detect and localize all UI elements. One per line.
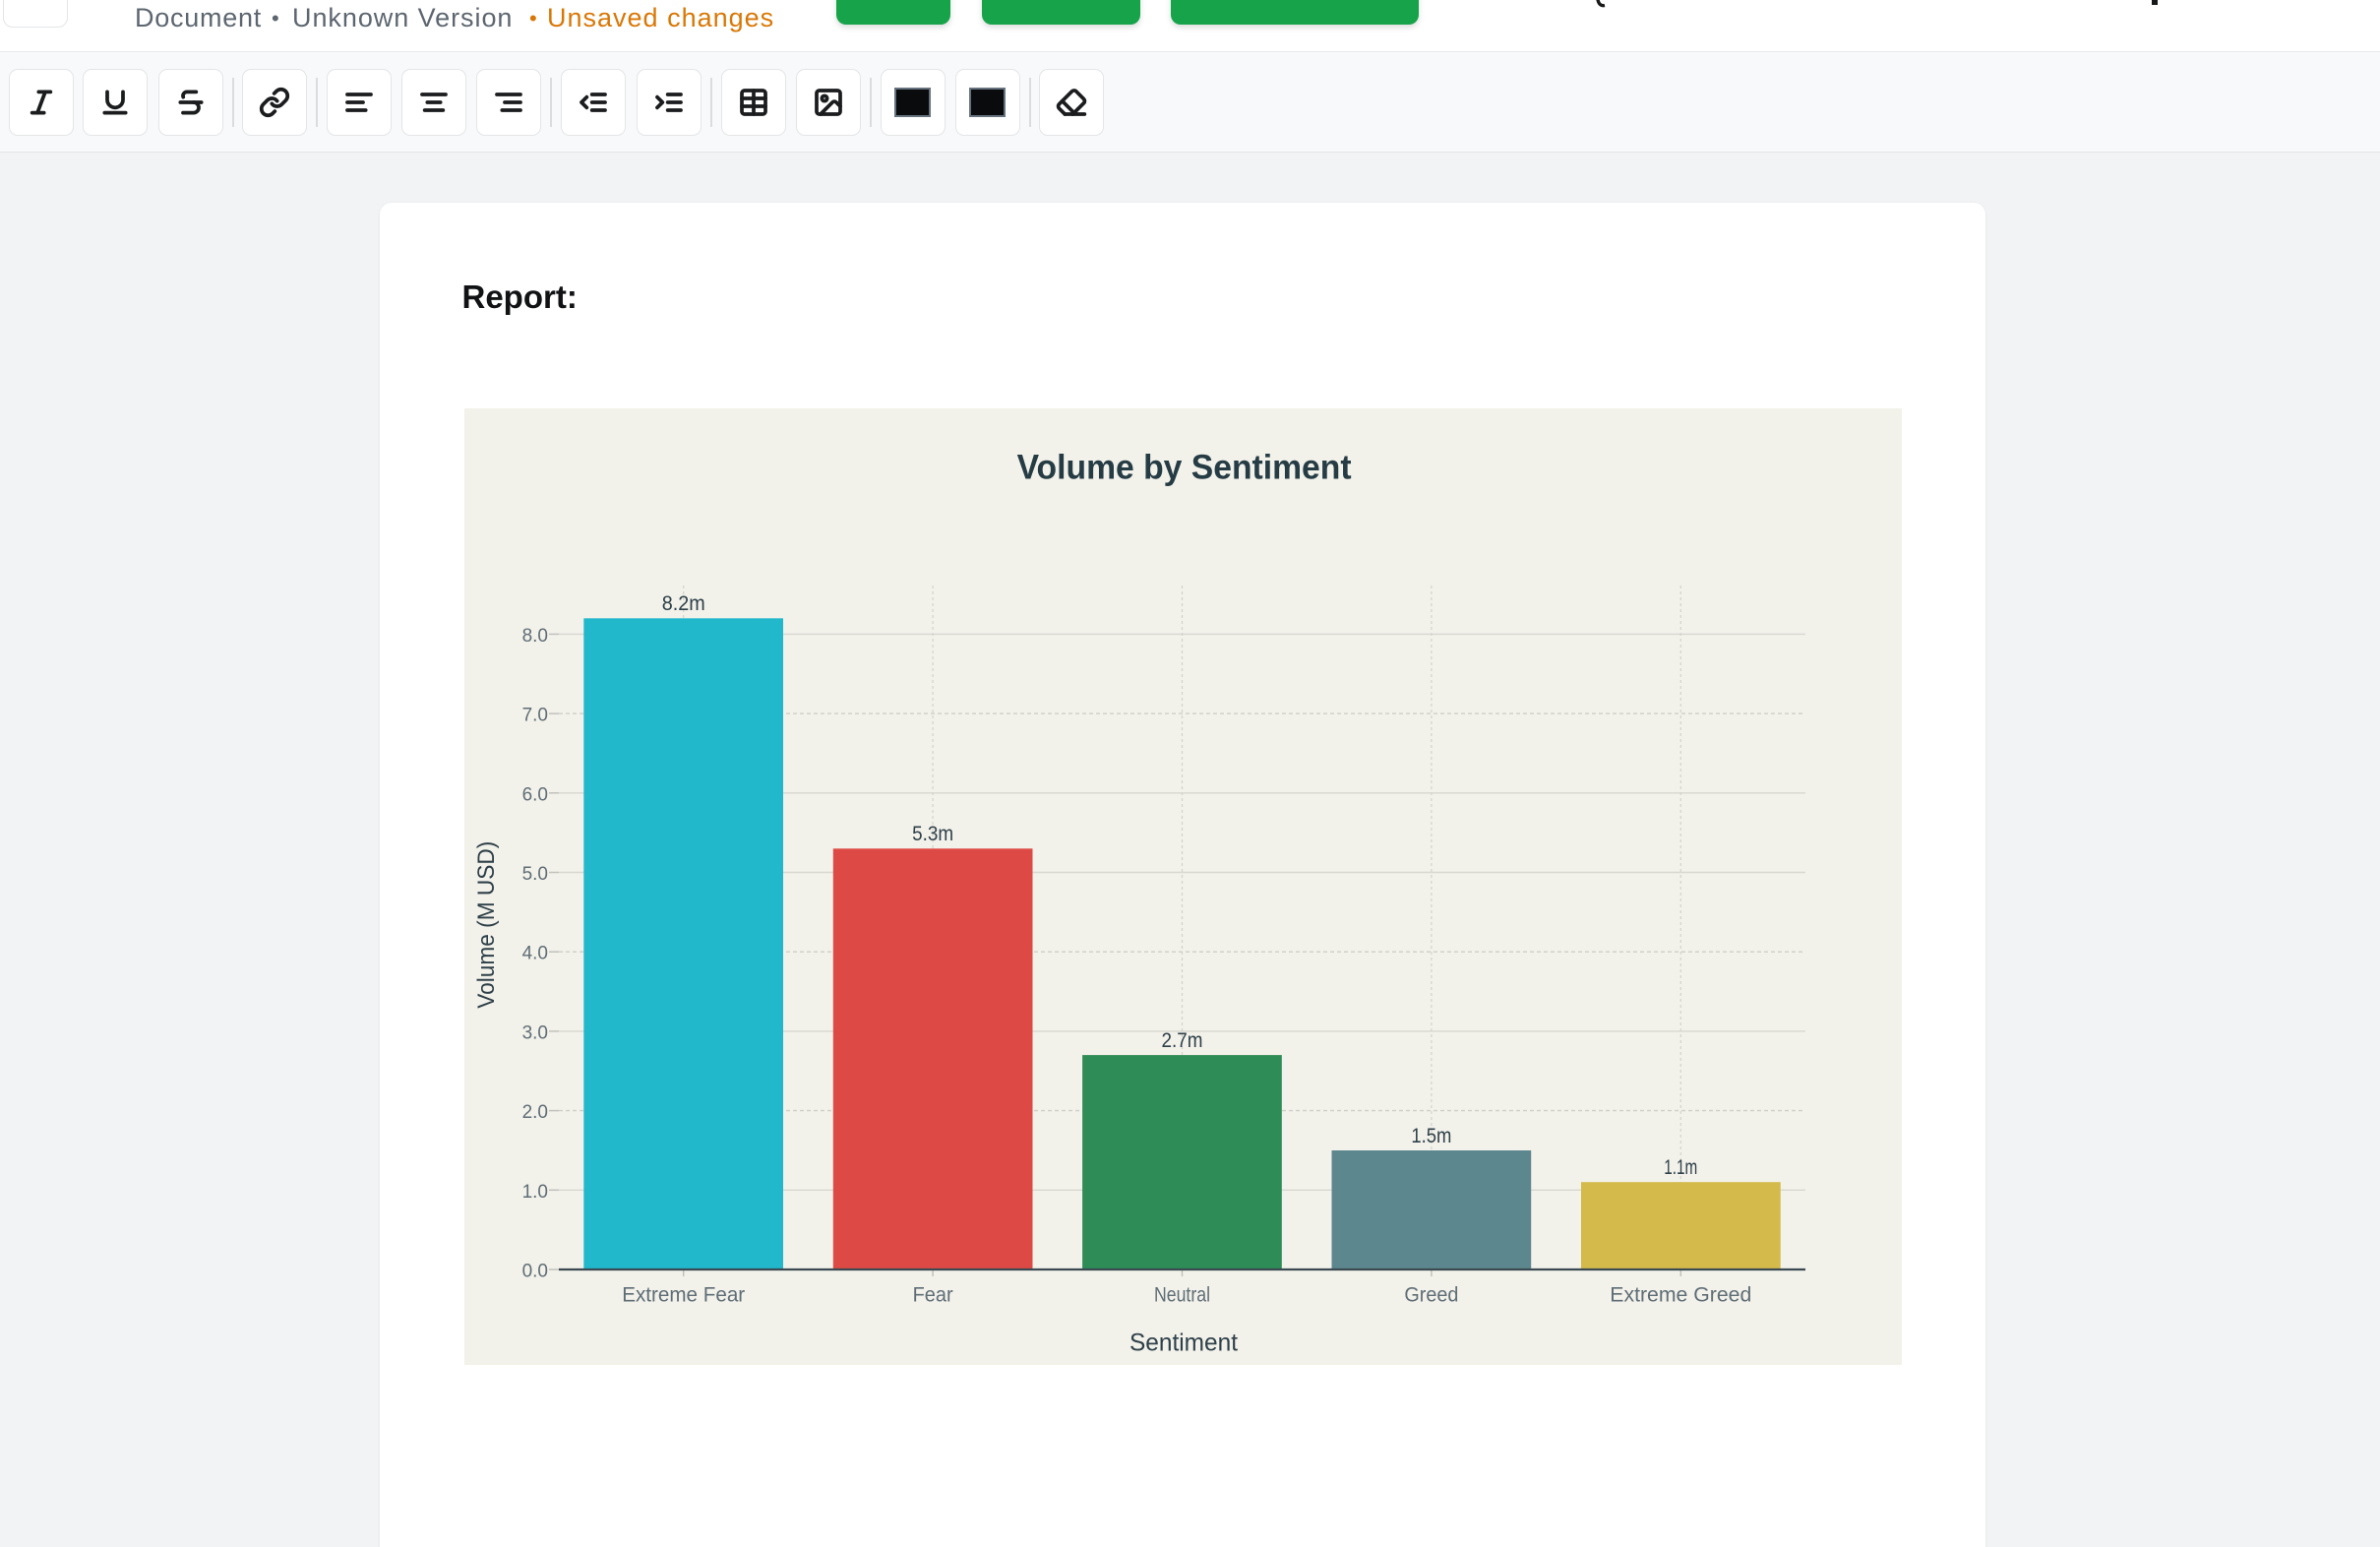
svg-text:Volume by Sentiment: Volume by Sentiment (1017, 449, 1352, 487)
svg-text:0.0: 0.0 (522, 1262, 548, 1282)
svg-text:4.0: 4.0 (522, 944, 548, 964)
svg-text:5.3m: 5.3m (912, 822, 953, 845)
svg-text:3.0: 3.0 (522, 1022, 548, 1043)
svg-text:Greed: Greed (1404, 1284, 1458, 1307)
svg-text:Volume (M USD): Volume (M USD) (473, 841, 500, 1009)
svg-text:2.7m: 2.7m (1162, 1028, 1203, 1052)
svg-text:1.5m: 1.5m (1411, 1124, 1451, 1147)
svg-text:Neutral: Neutral (1154, 1284, 1210, 1307)
svg-text:1.1m: 1.1m (1664, 1155, 1697, 1179)
svg-text:1.0: 1.0 (522, 1182, 548, 1203)
svg-text:Extreme Greed: Extreme Greed (1610, 1284, 1751, 1307)
svg-text:6.0: 6.0 (522, 784, 548, 805)
svg-text:Extreme Fear: Extreme Fear (622, 1284, 745, 1307)
svg-text:8.0: 8.0 (522, 626, 548, 647)
svg-text:7.0: 7.0 (522, 706, 548, 726)
svg-text:8.2m: 8.2m (662, 591, 705, 615)
svg-text:2.0: 2.0 (522, 1102, 548, 1123)
svg-text:5.0: 5.0 (522, 864, 548, 885)
svg-text:Sentiment: Sentiment (1129, 1330, 1238, 1357)
svg-text:Fear: Fear (913, 1284, 953, 1307)
